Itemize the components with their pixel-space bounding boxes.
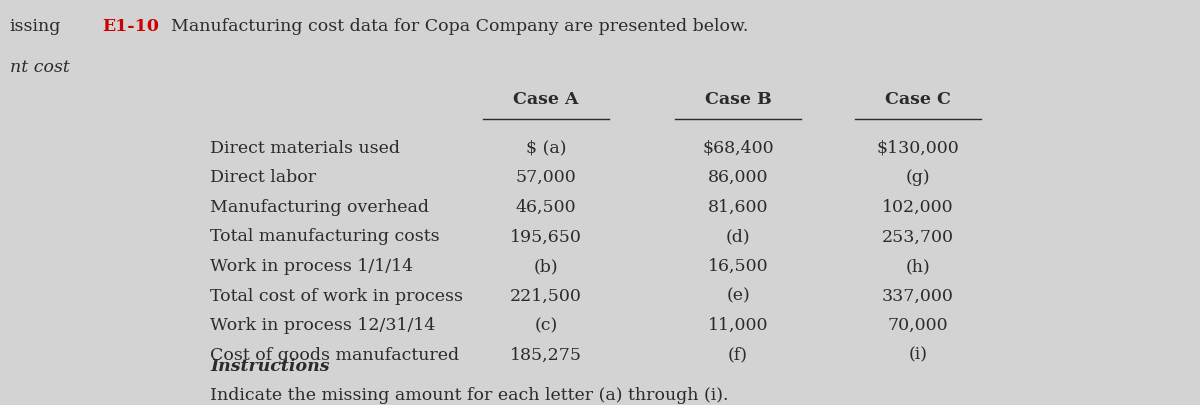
Text: $ (a): $ (a)	[526, 140, 566, 157]
Text: Manufacturing overhead: Manufacturing overhead	[210, 199, 430, 216]
Text: Direct materials used: Direct materials used	[210, 140, 400, 157]
Text: 46,500: 46,500	[516, 199, 576, 216]
Text: 102,000: 102,000	[882, 199, 954, 216]
Text: Instructions: Instructions	[210, 358, 330, 375]
Text: Manufacturing cost data for Copa Company are presented below.: Manufacturing cost data for Copa Company…	[160, 18, 748, 35]
Text: nt cost: nt cost	[10, 59, 70, 76]
Text: 16,500: 16,500	[708, 258, 768, 275]
Text: 57,000: 57,000	[516, 169, 576, 186]
Text: (g): (g)	[906, 169, 930, 186]
Text: Case A: Case A	[514, 91, 578, 108]
Text: (i): (i)	[908, 347, 928, 364]
Text: 86,000: 86,000	[708, 169, 768, 186]
Text: E1-10: E1-10	[102, 18, 158, 35]
Text: $68,400: $68,400	[702, 140, 774, 157]
Text: (c): (c)	[534, 317, 558, 334]
Text: Work in process 1/1/14: Work in process 1/1/14	[210, 258, 413, 275]
Text: (h): (h)	[906, 258, 930, 275]
Text: 253,700: 253,700	[882, 228, 954, 245]
Text: Direct labor: Direct labor	[210, 169, 316, 186]
Text: 221,500: 221,500	[510, 288, 582, 305]
Text: 81,600: 81,600	[708, 199, 768, 216]
Text: Case C: Case C	[886, 91, 950, 108]
Text: Work in process 12/31/14: Work in process 12/31/14	[210, 317, 436, 334]
Text: (f): (f)	[728, 347, 748, 364]
Text: Total cost of work in process: Total cost of work in process	[210, 288, 463, 305]
Text: $130,000: $130,000	[877, 140, 959, 157]
Text: Cost of goods manufactured: Cost of goods manufactured	[210, 347, 460, 364]
Text: (b): (b)	[534, 258, 558, 275]
Text: 337,000: 337,000	[882, 288, 954, 305]
Text: 70,000: 70,000	[888, 317, 948, 334]
Text: Total manufacturing costs: Total manufacturing costs	[210, 228, 439, 245]
Text: 11,000: 11,000	[708, 317, 768, 334]
Text: (d): (d)	[726, 228, 750, 245]
Text: 185,275: 185,275	[510, 347, 582, 364]
Text: Case B: Case B	[704, 91, 772, 108]
Text: 195,650: 195,650	[510, 228, 582, 245]
Text: (e): (e)	[726, 288, 750, 305]
Text: Indicate the missing amount for each letter (a) through (i).: Indicate the missing amount for each let…	[210, 387, 728, 404]
Text: issing: issing	[10, 18, 61, 35]
